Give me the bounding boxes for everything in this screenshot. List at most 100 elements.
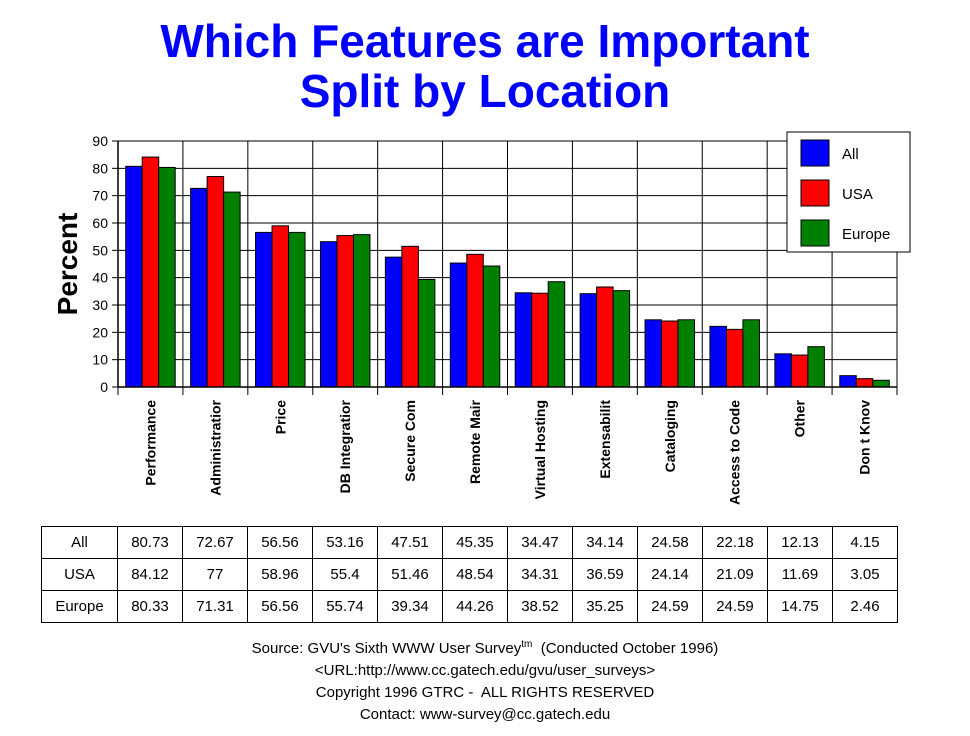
bar-europe [288,231,306,388]
bar-usa [401,245,419,388]
x-tick-label: Access to Code [727,400,743,505]
table-cell: 80.33 [117,590,183,623]
table-row-label: All [41,526,118,559]
source-prefix: Source: GVU's Sixth WWW User Survey [251,640,522,657]
table-cell: 34.14 [572,526,638,559]
bar-all [125,165,143,388]
data-table: All 80.73 72.67 56.56 53.16 47.51 45.35 34.47 34… [41,526,898,623]
table-cell: 56.56 [247,590,313,623]
bar-all [709,325,727,388]
x-tick-label: Cataloging [662,400,678,472]
legend-swatch-usa [800,179,830,207]
bar-usa [271,225,290,388]
y-tick-label: 0 [100,379,108,395]
bar-europe [742,319,760,388]
table-cell: 39.34 [377,590,443,623]
table-cell: 24.59 [637,590,703,623]
y-tick-label: 10 [92,352,108,368]
table-cell: 12.13 [767,526,833,559]
table-cell: 84.12 [117,558,183,591]
legend-label-usa: USA [842,186,873,203]
table-cell: 55.74 [312,590,378,623]
table-cell: 24.14 [637,558,703,591]
table-cell: 38.52 [507,590,573,623]
bar-europe [223,191,241,388]
bar-all [514,292,533,388]
trademark-sup: tm [521,639,533,650]
bar-usa [206,176,225,388]
table-row: Europe 80.33 71.31 56.56 55.74 39.34 44.26 38.5… [41,590,898,623]
x-tick-label: Other [792,399,808,437]
x-tick-label: Performance [142,400,158,486]
table-cell: 2.46 [832,590,898,623]
bar-usa [790,354,809,388]
bar-all [190,187,208,388]
chart-title-line1: Which Features are Important [160,15,810,67]
bar-all [255,231,273,388]
bar-all [449,262,468,388]
table-cell: 77 [182,558,248,591]
table-cell: 80.73 [117,526,183,559]
x-tick-label: Virtual Hosting [532,400,548,499]
table-row-label: USA [41,558,118,591]
table-cell: 35.25 [572,590,638,623]
x-tick-label: Price [272,400,288,434]
bar-usa [141,156,160,388]
bar-usa [531,292,549,388]
table-cell: 56.56 [247,526,313,559]
x-tick-label: Extensabilit [597,400,613,479]
bar-usa [336,235,354,388]
table-cell: 48.54 [442,558,508,591]
table-cell: 11.69 [767,558,833,591]
source-line: Source: GVU's Sixth WWW User Surveytm (C… [0,634,970,660]
table-cell: 47.51 [377,526,443,559]
table-cell: 24.58 [637,526,703,559]
table-cell: 58.96 [247,558,313,591]
y-tick-label: 90 [92,133,108,149]
bar-usa [661,320,679,388]
bar-europe [482,265,501,388]
table-cell: 45.35 [442,526,508,559]
table-cell: 55.4 [312,558,378,591]
x-tick-label: DB Integratior [337,399,353,493]
table-cell: 51.46 [377,558,443,591]
bar-all [384,256,403,388]
table-cell: 36.59 [572,558,638,591]
category-labels: Performance Administratior Price DB Integra… [142,399,872,505]
bar-europe [547,281,566,388]
table-cell: 34.47 [507,526,573,559]
bar-all [579,293,598,388]
x-tick-label: Remote Mair [467,399,483,484]
source-notes: Source: GVU's Sixth WWW User Surveytm (C… [0,634,970,726]
y-tick-label: 20 [92,324,108,340]
table-cell: 22.18 [702,526,768,559]
source-suffix: (Conducted October 1996) [532,640,719,657]
bar-all [839,375,857,388]
contact: Contact: www-survey@cc.gatech.edu [359,706,611,723]
y-tick-label: 50 [92,242,108,258]
chart-title-line2: Split by Location [299,65,671,117]
bar-europe [158,166,176,388]
copyright: Copyright 1996 GTRC - ALL RIGHTS RESERVE… [315,684,655,701]
bar-chart: 0 10 20 30 40 50 60 70 80 90 Percent Performance Adm… [52,131,911,505]
bar-europe [352,234,371,388]
table-cell: 72.67 [182,526,248,559]
table-row: All 80.73 72.67 56.56 53.16 47.51 45.35 34.47 34… [41,526,898,559]
bar-all [774,353,792,388]
bar-europe [872,379,890,388]
bar-usa [466,253,484,388]
legend-label-europe: Europe [842,226,890,243]
bar-all [319,241,338,388]
source-url: <URL:http://www.cc.gatech.edu/gvu/user_s… [314,662,656,679]
table-cell: 24.59 [702,590,768,623]
x-tick-label: Don t Knov [857,400,873,475]
x-tick-label: Secure Com [402,400,418,482]
y-axis-title: Percent [52,213,83,316]
table-cell: 4.15 [832,526,898,559]
bar-europe [417,278,436,388]
table-row-label: Europe [41,590,118,623]
bar-usa [596,286,614,388]
bar-europe [807,346,825,388]
bar-europe [612,290,631,388]
bar-all [644,319,663,388]
